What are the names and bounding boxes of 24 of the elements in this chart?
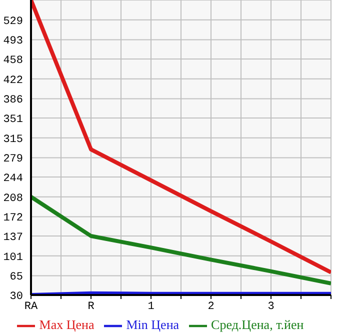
y-tick-label: 351 [3, 114, 24, 126]
x-tick-label: 2 [208, 300, 214, 313]
y-tick-label: 30 [10, 290, 23, 303]
x-tick-label: 3 [268, 300, 274, 313]
x-tick-label: RA [24, 300, 38, 313]
y-tick-label: 529 [3, 16, 23, 28]
y-tick-label: 458 [3, 54, 23, 67]
legend-label: Max Цена [39, 317, 94, 332]
x-tick-label: R [88, 300, 95, 313]
line-series [31, 194, 331, 286]
y-tick-label: 386 [3, 94, 23, 107]
y-tick-label: 244 [3, 172, 24, 185]
y-tick-label: 279 [3, 154, 23, 166]
y-tick-label: 172 [3, 212, 23, 225]
legend-label: Min Цена [126, 317, 180, 332]
legend-label: Сред.Цена, т.йен [211, 317, 304, 332]
y-tick-label: 315 [3, 134, 23, 146]
y-tick-label: 101 [3, 252, 24, 264]
y-tick-label: 137 [3, 232, 23, 244]
y-tick-label: 422 [3, 74, 23, 87]
y-tick-label: 65 [10, 272, 23, 284]
x-tick-label: 1 [148, 300, 155, 313]
y-tick-label: 493 [3, 36, 23, 48]
y-tick-label: 208 [3, 192, 23, 205]
